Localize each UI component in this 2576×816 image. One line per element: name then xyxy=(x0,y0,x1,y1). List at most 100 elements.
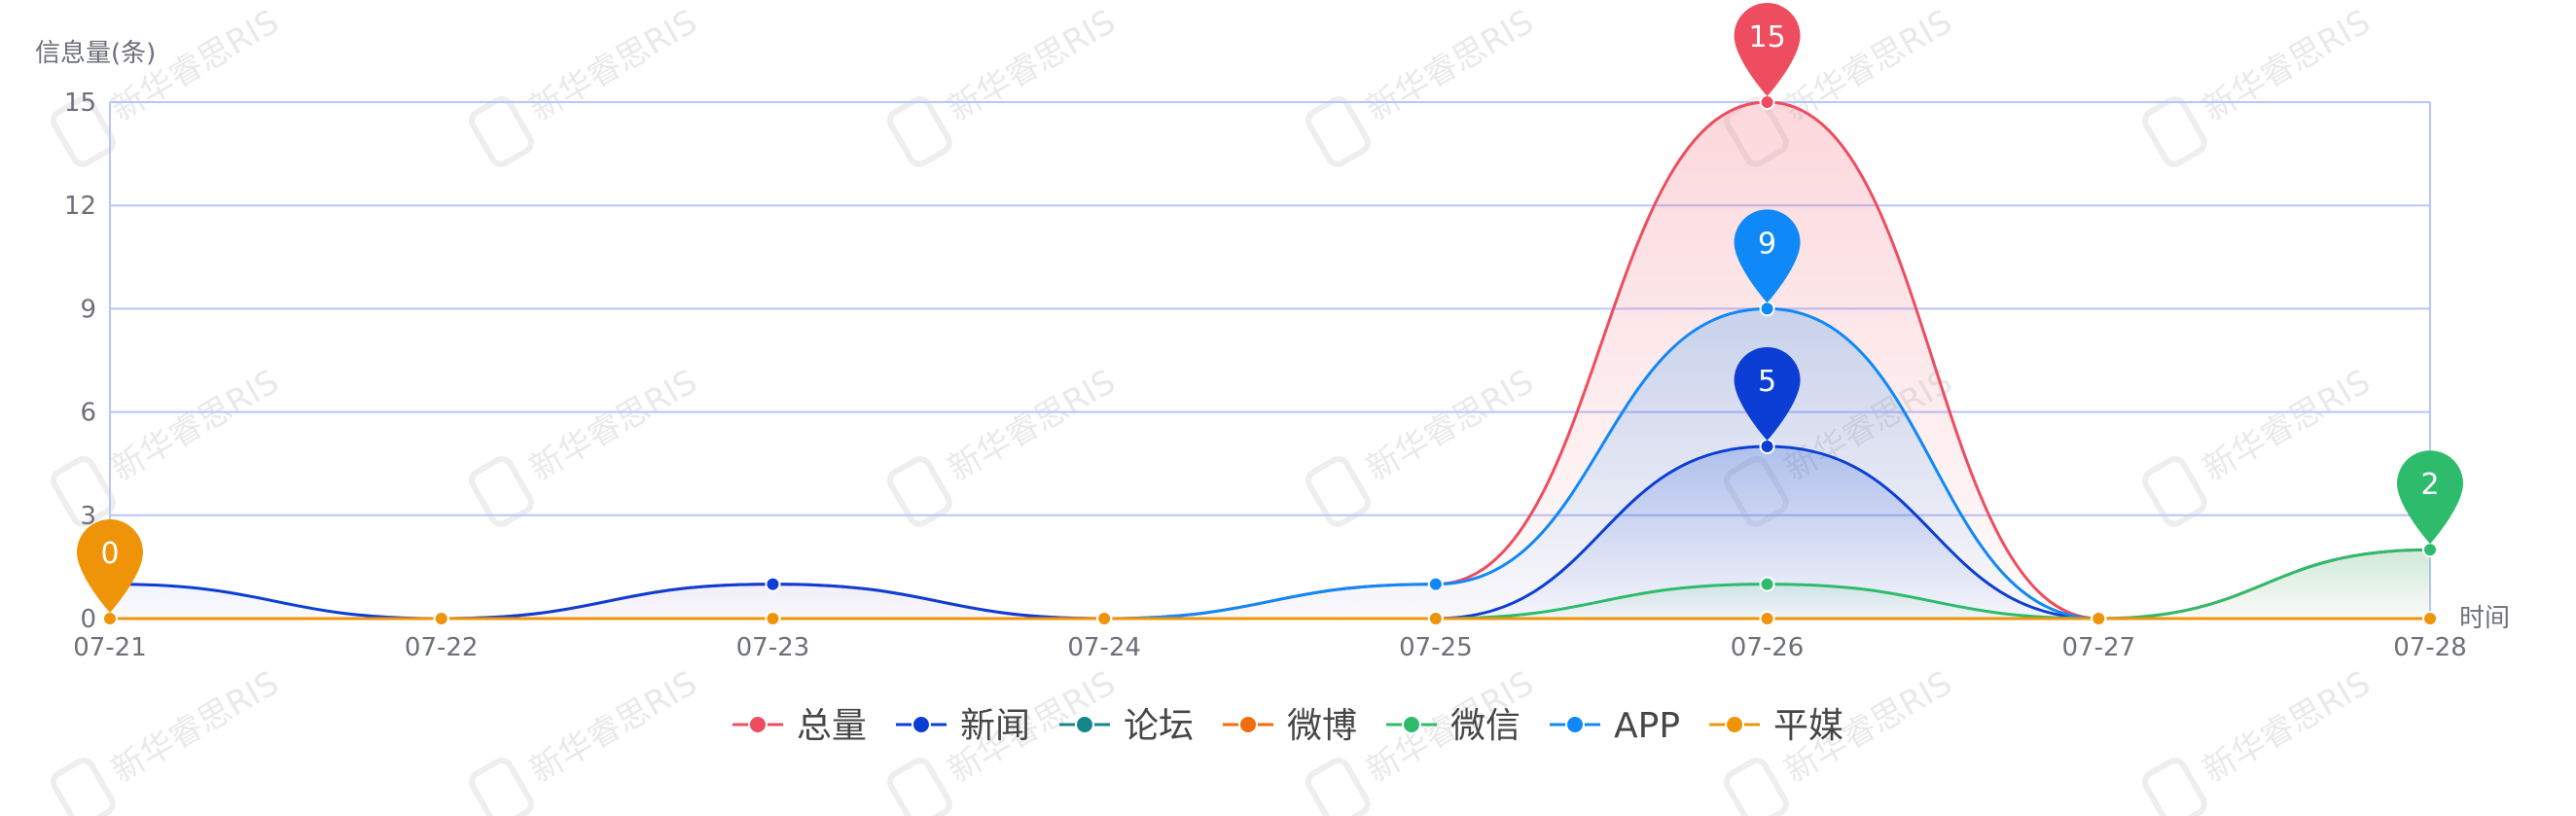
series-area xyxy=(110,308,2430,619)
series-line[interactable] xyxy=(109,444,2430,621)
svg-text:新华睿思RIS: 新华睿思RIS xyxy=(2197,664,2378,791)
data-point[interactable] xyxy=(765,576,781,592)
legend-label: 平媒 xyxy=(1773,706,1843,746)
y-tick-label: 6 xyxy=(80,399,96,428)
legend-marker xyxy=(1565,715,1586,734)
data-point[interactable] xyxy=(765,611,781,626)
series-lines xyxy=(109,100,2431,621)
x-tick-label: 07-28 xyxy=(2393,633,2467,662)
y-axis-title: 信息量(条) xyxy=(35,39,156,68)
mark-pins: 0 15 9 5 2 xyxy=(77,3,2463,613)
watermark: 新华睿思RIS xyxy=(469,363,704,527)
svg-text:新华睿思RIS: 新华睿思RIS xyxy=(942,3,1123,129)
x-tick-label: 07-26 xyxy=(1731,633,1805,662)
legend-item[interactable]: 新闻 xyxy=(895,706,1030,746)
x-tick-label: 07-23 xyxy=(736,633,810,662)
svg-text:新华睿思RIS: 新华睿思RIS xyxy=(523,3,704,129)
data-point[interactable] xyxy=(2422,611,2438,626)
watermark: 新华睿思RIS xyxy=(469,664,704,816)
watermark: 新华睿思RIS xyxy=(1306,363,1541,527)
watermark-layer: 新华睿思RIS 新华睿思RIS 新华睿思RIS 新华睿思RIS 新华睿思RIS 新华睿思R… xyxy=(51,3,2378,816)
y-tick-label: 12 xyxy=(64,192,96,221)
legend-marker xyxy=(747,715,768,734)
mark-pin-label: 15 xyxy=(1748,20,1785,54)
svg-text:新华睿思RIS: 新华睿思RIS xyxy=(1360,363,1541,489)
data-point[interactable] xyxy=(102,611,118,626)
watermark: 新华睿思RIS xyxy=(1724,664,1958,816)
legend-label: APP xyxy=(1614,706,1680,746)
mark-pin-label: 9 xyxy=(1758,227,1776,261)
legend-label: 论坛 xyxy=(1124,706,1194,746)
legend-item[interactable]: 平媒 xyxy=(1709,706,1843,746)
data-point[interactable] xyxy=(1427,576,1444,592)
svg-text:新华睿思RIS: 新华睿思RIS xyxy=(523,664,704,791)
data-point[interactable] xyxy=(1759,94,1775,110)
watermark: 新华睿思RIS xyxy=(469,3,704,167)
svg-text:新华睿思RIS: 新华睿思RIS xyxy=(105,664,286,791)
legend[interactable]: 总量 新闻 论坛 微博 微信 APP 平媒 xyxy=(732,706,1843,746)
series-area xyxy=(110,446,2430,619)
mark-pin-label: 5 xyxy=(1758,365,1776,399)
data-point[interactable] xyxy=(1759,611,1775,626)
legend-marker xyxy=(1237,715,1258,734)
legend-marker xyxy=(1725,715,1745,734)
y-tick-label: 3 xyxy=(80,502,96,531)
data-point[interactable] xyxy=(2091,611,2107,626)
legend-label: 微博 xyxy=(1287,706,1357,746)
x-tick-label: 07-25 xyxy=(1399,633,1473,662)
watermark: 新华睿思RIS xyxy=(887,3,1123,167)
series-area xyxy=(110,102,2430,619)
legend-item[interactable]: 论坛 xyxy=(1058,706,1194,746)
watermark: 新华睿思RIS xyxy=(51,664,286,816)
svg-text:新华睿思RIS: 新华睿思RIS xyxy=(942,363,1123,489)
axes: 信息量(条) 时间 xyxy=(35,39,2510,633)
series-line[interactable] xyxy=(110,100,2431,621)
legend-label: 总量 xyxy=(797,706,867,746)
mark-pin: 0 xyxy=(77,519,143,613)
mark-pin: 9 xyxy=(1734,209,1801,303)
mark-pin: 5 xyxy=(1734,347,1801,441)
x-tick-label: 07-22 xyxy=(405,633,479,662)
series-line[interactable] xyxy=(110,306,2430,621)
watermark: 新华睿思RIS xyxy=(1306,3,1541,167)
mark-pin: 15 xyxy=(1734,3,1801,96)
svg-text:新华睿思RIS: 新华睿思RIS xyxy=(1778,3,1959,129)
data-point[interactable] xyxy=(1427,611,1444,626)
svg-text:新华睿思RIS: 新华睿思RIS xyxy=(1360,3,1541,129)
x-tick-label: 07-27 xyxy=(2062,633,2136,662)
data-point[interactable] xyxy=(2422,542,2438,558)
legend-item[interactable]: 微博 xyxy=(1222,706,1357,746)
legend-item[interactable]: APP xyxy=(1550,706,1680,746)
legend-marker xyxy=(1401,715,1421,734)
legend-label: 微信 xyxy=(1450,706,1521,746)
legend-marker xyxy=(911,715,931,734)
watermark: 新华睿思RIS xyxy=(2142,3,2378,167)
watermark: 新华睿思RIS xyxy=(2142,664,2378,816)
svg-text:新华睿思RIS: 新华睿思RIS xyxy=(2197,363,2378,489)
x-axis-title: 时间 xyxy=(2459,604,2510,633)
legend-marker xyxy=(1074,715,1094,734)
watermark: 新华睿思RIS xyxy=(2142,363,2378,527)
svg-text:新华睿思RIS: 新华睿思RIS xyxy=(523,363,704,489)
y-tick-label: 9 xyxy=(80,295,96,324)
mark-pin: 2 xyxy=(2397,450,2463,545)
data-point[interactable] xyxy=(1759,576,1775,592)
legend-item[interactable]: 微信 xyxy=(1385,706,1521,746)
legend-label: 新闻 xyxy=(960,706,1030,746)
data-point[interactable] xyxy=(1759,301,1775,317)
watermark: 新华睿思RIS xyxy=(51,3,285,167)
x-tick-label: 07-24 xyxy=(1067,633,1141,662)
data-point[interactable] xyxy=(1096,611,1113,626)
mark-pin-label: 2 xyxy=(2420,468,2439,502)
svg-text:新华睿思RIS: 新华睿思RIS xyxy=(2197,3,2378,129)
mark-pin-label: 0 xyxy=(100,537,119,571)
series-points xyxy=(102,94,2438,626)
watermark: 新华睿思RIS xyxy=(887,363,1123,527)
series-areas xyxy=(110,102,2430,619)
legend-item[interactable]: 总量 xyxy=(732,706,867,746)
data-point[interactable] xyxy=(433,611,449,626)
svg-text:新华睿思RIS: 新华睿思RIS xyxy=(105,363,286,489)
data-point[interactable] xyxy=(1759,439,1775,454)
